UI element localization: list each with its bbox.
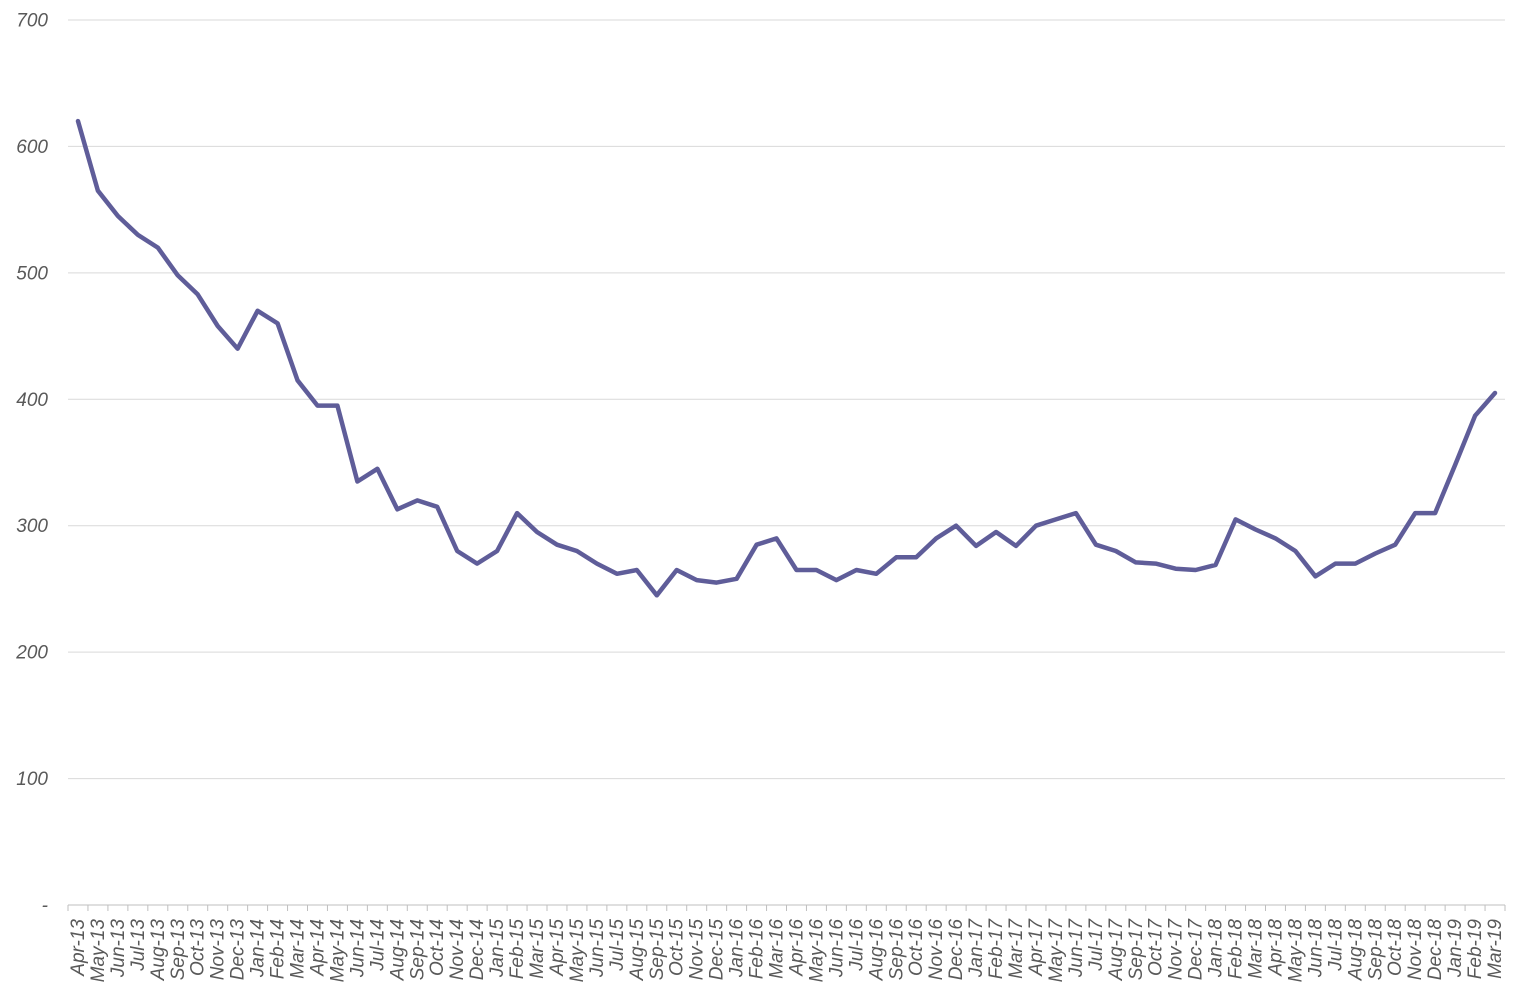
x-axis-tick-label: May-18 xyxy=(1285,919,1306,983)
x-axis-tick-label: Aug-16 xyxy=(866,919,887,982)
x-axis-tick-label: Aug-17 xyxy=(1106,918,1127,982)
x-axis-tick-label: Apr-17 xyxy=(1026,918,1047,977)
x-axis-tick-label: May-13 xyxy=(88,919,109,983)
x-axis-tick-label: Jan-18 xyxy=(1206,919,1227,979)
y-axis-tick-label: 100 xyxy=(16,769,48,790)
x-axis-tick-label: Nov-17 xyxy=(1166,918,1187,981)
x-axis-tick-label: Apr-16 xyxy=(786,919,807,977)
x-axis-tick-label: Jun-13 xyxy=(108,919,129,979)
x-axis-tick-label: Oct-13 xyxy=(188,919,209,976)
x-axis-tick-label: May-15 xyxy=(567,919,588,983)
x-axis-tick-label: Nov-18 xyxy=(1405,919,1426,981)
x-axis-tick-label: Jun-15 xyxy=(587,919,608,979)
x-axis-tick-label: Aug-14 xyxy=(387,919,408,981)
x-axis-tick-label: Mar-17 xyxy=(1006,918,1027,979)
x-axis-tick-label: Apr-15 xyxy=(547,919,568,977)
x-axis-tick-label: Feb-17 xyxy=(986,918,1007,980)
x-axis-tick-label: Jun-17 xyxy=(1066,918,1087,979)
x-axis-tick-label: Sep-18 xyxy=(1365,919,1386,981)
x-axis-tick-label: Apr-18 xyxy=(1265,919,1286,977)
x-axis-tick-label: Dec-18 xyxy=(1425,919,1446,981)
x-axis-tick-label: Jun-18 xyxy=(1305,919,1326,979)
x-axis-tick-label: Jun-14 xyxy=(347,919,368,978)
x-axis-tick-label: Sep-15 xyxy=(647,919,668,981)
x-axis-tick-label: Nov-16 xyxy=(926,919,947,981)
x-axis-tick-label: Jul-14 xyxy=(367,919,388,972)
x-axis-tick-label: Nov-15 xyxy=(687,919,708,981)
y-axis-tick-label: 400 xyxy=(16,390,48,411)
x-axis-tick-label: Oct-14 xyxy=(427,919,448,976)
x-axis-tick-label: May-17 xyxy=(1046,918,1067,983)
x-axis-tick-label: Jul-13 xyxy=(128,919,149,972)
x-axis-tick-label: Dec-15 xyxy=(707,919,728,981)
y-axis-tick-label: - xyxy=(42,896,48,917)
x-axis-tick-label: Jul-17 xyxy=(1086,918,1107,972)
y-axis-tick-label: 200 xyxy=(15,643,48,664)
x-axis-tick-label: Feb-18 xyxy=(1226,919,1247,980)
y-axis-labels: - 100 200 300 400 500 600 700 xyxy=(15,11,48,917)
x-axis-tick-label: Mar-15 xyxy=(527,919,548,979)
data-series xyxy=(75,118,1498,598)
x-axis-tick-label: Mar-19 xyxy=(1485,919,1506,979)
x-axis-tick-label: Jun-16 xyxy=(826,919,847,979)
x-axis-tick-label: Jul-16 xyxy=(846,919,867,972)
x-axis-tick-label: Dec-13 xyxy=(228,919,249,981)
x-axis-tick-label: Oct-18 xyxy=(1385,919,1406,976)
x-axis-tick-label: Jan-15 xyxy=(487,919,508,979)
y-axis-tick-label: 500 xyxy=(16,263,48,284)
x-axis-tick-label: Apr-14 xyxy=(307,919,328,977)
x-axis-labels: Apr-13May-13Jun-13Jul-13Aug-13Sep-13Oct-… xyxy=(68,918,1506,983)
x-axis-tick-label: Dec-16 xyxy=(946,919,967,981)
x-axis-tick-label: Aug-15 xyxy=(627,919,648,982)
x-axis-tick-label: Jul-18 xyxy=(1325,919,1346,972)
x-axis-tick-label: Mar-18 xyxy=(1246,919,1267,979)
x-axis-tick-label: Nov-13 xyxy=(208,919,229,981)
x-axis-tick-label: Feb-16 xyxy=(747,919,768,980)
x-axis-tick-label: Sep-13 xyxy=(168,919,189,981)
x-axis-tick-label: Sep-17 xyxy=(1126,918,1147,981)
x-axis-tick-label: Feb-15 xyxy=(507,919,528,980)
y-axis-tick-label: 700 xyxy=(16,11,48,32)
x-axis-tick-label: Mar-14 xyxy=(288,919,309,979)
x-axis xyxy=(67,904,1506,911)
x-axis-tick-label: May-16 xyxy=(806,919,827,983)
y-axis-tick-label: 600 xyxy=(16,137,48,158)
x-axis-tick-label: Jan-16 xyxy=(727,919,748,979)
x-axis-tick-label: Jul-15 xyxy=(607,919,628,972)
x-axis-tick-label: Aug-18 xyxy=(1345,919,1366,982)
x-axis-tick-label: Mar-16 xyxy=(767,919,788,979)
x-axis-tick-label: Jan-17 xyxy=(966,918,987,979)
x-axis-tick-label: Aug-13 xyxy=(148,919,169,982)
x-axis-tick-label: Sep-16 xyxy=(886,919,907,981)
x-axis-tick-label: Apr-13 xyxy=(68,919,89,977)
x-axis-tick-label: Oct-15 xyxy=(667,919,688,976)
gridlines xyxy=(68,19,1505,780)
x-axis-tick-label: Nov-14 xyxy=(447,919,468,980)
x-axis-tick-label: May-14 xyxy=(327,919,348,982)
x-axis-tick-label: Jan-14 xyxy=(248,919,269,978)
x-axis-tick-label: Feb-19 xyxy=(1465,919,1486,980)
series-line xyxy=(75,118,1498,598)
x-axis-tick-label: Oct-16 xyxy=(906,919,927,976)
x-axis-tick-label: Jan-19 xyxy=(1445,919,1466,979)
x-axis-tick-label: Feb-14 xyxy=(268,919,289,979)
x-axis-tick-label: Oct-17 xyxy=(1146,918,1167,976)
x-axis-tick-label: Dec-17 xyxy=(1186,918,1207,981)
y-axis-tick-label: 300 xyxy=(16,516,48,537)
x-axis-tick-label: Sep-14 xyxy=(407,919,428,980)
x-axis-tick-label: Dec-14 xyxy=(467,919,488,980)
